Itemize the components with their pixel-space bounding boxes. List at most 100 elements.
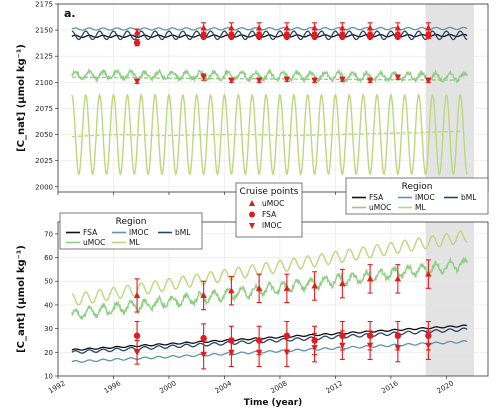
legend-title: Region (402, 182, 433, 192)
legend-label-umoc: uMOC (262, 199, 284, 208)
legend-label-lmoc: lMOC (415, 193, 435, 202)
y-tick-label: 20 (44, 349, 53, 357)
cruise-point-umoc (311, 282, 318, 289)
x-tick-label: 2004 (214, 379, 234, 395)
cruise-point-lmoc (339, 342, 346, 349)
cruise-point-lmoc (283, 76, 291, 83)
y-tick-label: 2100 (35, 79, 53, 87)
panel-b: 10 20 30 40 50 60 70 1992 1996 2000 2004 2008 2012 20… (16, 221, 489, 395)
cruise-point-umoc (366, 275, 374, 282)
cruise-point-umoc (283, 24, 291, 31)
legend-label-ml: ML (129, 238, 140, 247)
cruise-point-umoc (133, 291, 141, 298)
region-legend-b: Region FSA lMOC bML uMOC ML (59, 212, 203, 250)
cruise-point-lmoc (283, 349, 291, 356)
legend-box (345, 177, 489, 215)
cruise-point-lmoc (255, 77, 263, 84)
cruise-point-umoc (339, 24, 346, 31)
cruise-point-umoc (425, 270, 432, 277)
legend-label-lmoc: lMOC (129, 228, 149, 237)
legend-label-fsa: FSA (262, 210, 277, 219)
y-tick-label: 40 (44, 301, 53, 309)
legend-label-ml: ML (415, 203, 426, 212)
cruise-point-fsa (133, 332, 141, 339)
y-tick-label: 2000 (35, 183, 53, 191)
y-axis-label: [C_ant] (µmol kg⁻¹) (16, 245, 27, 353)
dashed-line-ml (71, 130, 461, 138)
cruise-point-lmoc (311, 345, 318, 352)
legend-box (235, 182, 303, 238)
cruise-point-umoc (394, 275, 402, 282)
cruise-point-lmoc (200, 352, 207, 359)
cruise-point-umoc (339, 280, 346, 287)
series-line-fsa (71, 324, 468, 351)
x-tick-label: 2008 (269, 379, 288, 395)
cruise-legend: Cruise points uMOC FSA lMOC (235, 182, 303, 238)
y-axis-label: [C_nat] (µmol kg⁻¹) (16, 44, 27, 152)
shaded-period (425, 222, 475, 376)
cruise-point-lmoc (311, 77, 318, 84)
cruise-point-lmoc (425, 342, 432, 349)
x-tick-label: 2012 (325, 379, 344, 395)
cruise-point-umoc (228, 287, 235, 294)
cruise-point-fsa (200, 32, 207, 39)
y-tick-label: 2025 (35, 157, 53, 165)
cruise-point-fsa (133, 39, 141, 46)
series-line-lmoc (71, 340, 468, 363)
panel-label: a. (64, 7, 76, 20)
y-tick-label: 2125 (35, 53, 53, 61)
series-line-ml (71, 230, 468, 306)
legend-label-fsa: FSA (83, 228, 98, 237)
legend-marker-triangle-up (249, 200, 255, 206)
series-line-ml (71, 93, 468, 176)
y-tick-label: 2175 (35, 1, 53, 9)
cruise-point-umoc (133, 28, 141, 35)
cruise-point-fsa (228, 32, 235, 39)
y-tick-label: 2075 (35, 105, 53, 113)
cruise-point-lmoc (200, 74, 207, 81)
cruise-point-lmoc (228, 349, 235, 356)
legend-marker-triangle-down (249, 223, 255, 229)
cruise-point-fsa (366, 32, 374, 39)
y-tick-label: 60 (44, 254, 53, 262)
cruise-point-lmoc (366, 342, 374, 349)
cruise-point-lmoc (255, 349, 263, 356)
cruise-point-fsa (311, 32, 318, 39)
cruise-point-lmoc (394, 74, 402, 81)
cruise-point-fsa (283, 332, 291, 339)
cruise-point-fsa (394, 32, 402, 39)
cruise-point-lmoc (394, 345, 402, 352)
y-tick-label: 10 (44, 373, 53, 381)
x-tick-label: 1996 (103, 379, 123, 395)
legend-marker-circle (249, 211, 255, 218)
legend-label-bml: bML (175, 228, 191, 237)
legend-label-fsa: FSA (369, 193, 384, 202)
cruise-point-fsa (339, 32, 346, 39)
cruise-point-umoc (394, 24, 402, 31)
cruise-point-lmoc (425, 77, 432, 84)
x-tick-label: 2000 (158, 379, 177, 395)
cruise-point-umoc (255, 24, 263, 31)
panel-a: 2000 2025 2050 2075 2100 2125 2150 2175 a. [C_nat… (16, 1, 489, 195)
y-tick-label: 2150 (35, 27, 53, 35)
cruise-point-lmoc (228, 77, 235, 84)
cruise-point-fsa (425, 32, 432, 39)
legend-label-bml: bML (461, 193, 477, 202)
legend-box (59, 212, 203, 250)
cruise-point-umoc (283, 284, 291, 291)
cruise-point-umoc (200, 291, 207, 298)
cruise-point-umoc (311, 24, 318, 31)
legend-title: Cruise points (240, 187, 299, 197)
legend-label-umoc: uMOC (83, 238, 105, 247)
cruise-point-umoc (366, 24, 374, 31)
legend-label-umoc: uMOC (369, 203, 391, 212)
legend-title: Region (116, 217, 147, 227)
cruise-point-umoc (255, 284, 263, 291)
region-legend-a: Region FSA lMOC bML uMOC ML (345, 177, 489, 215)
y-tick-label: 30 (44, 325, 53, 333)
cruise-point-umoc (425, 24, 432, 31)
cruise-point-umoc (228, 24, 235, 31)
cruise-point-lmoc (339, 76, 346, 83)
dashed-line-umoc (71, 76, 461, 81)
